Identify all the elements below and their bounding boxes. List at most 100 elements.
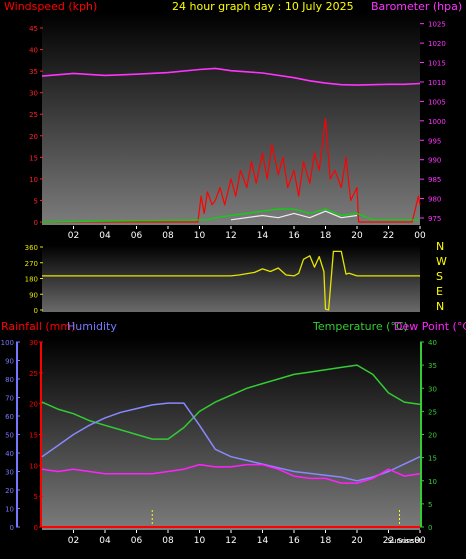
direction-tick-label: 360 — [25, 244, 38, 252]
temp-x-tick-label: 20 — [351, 536, 363, 546]
direction-tick-label: 90 — [29, 291, 38, 299]
barometer-tick-label: 990 — [428, 157, 441, 165]
compass-label: E — [436, 285, 443, 298]
wind-x-tick-label: 02 — [68, 231, 79, 241]
humidity-tick-label: 20 — [5, 487, 14, 495]
sunrise-label: Sunrise — [388, 537, 414, 545]
barometer-tick-label: 1005 — [428, 98, 446, 106]
windspeed-tick-label: 5 — [34, 197, 38, 205]
windspeed-tick-label: 10 — [29, 176, 38, 184]
wind-x-tick-label: 10 — [194, 231, 206, 241]
wind-x-tick-label: 18 — [320, 231, 332, 241]
windspeed-tick-label: 30 — [29, 90, 38, 98]
dewpoint-line — [41, 463, 421, 484]
temp-humidity-plot-area — [42, 338, 420, 530]
windspeed-tick-label: 35 — [29, 68, 38, 76]
barometer-tick-label: 975 — [428, 215, 441, 223]
temp-x-tick-label: 10 — [194, 536, 206, 546]
direction-tick-label: 270 — [25, 260, 38, 268]
windspeed-tick-label: 40 — [29, 47, 38, 55]
humidity-tick-label: 90 — [5, 358, 14, 366]
barometer-line — [41, 67, 421, 86]
windspeed-axis-label: Windspeed (kph) — [4, 0, 97, 13]
rainfall-tick-label: 10 — [29, 462, 38, 470]
wind-average-line — [41, 208, 420, 223]
compass-label: W — [436, 255, 447, 268]
wind-direction-plot-area — [42, 245, 420, 312]
humidity-tick-label: 0 — [10, 524, 14, 532]
temperature-line — [41, 364, 421, 440]
temperature-tick-label: 0 — [428, 524, 432, 532]
windspeed-tick-label: 20 — [29, 133, 38, 141]
direction-tick-label: 180 — [25, 276, 38, 284]
wind-x-tick-label: 20 — [351, 231, 363, 241]
temp-x-tick-label: 22 — [383, 536, 394, 546]
barometer-axis-label: Barometer (hpa) — [371, 0, 462, 13]
temp-x-tick-label: 02 — [68, 536, 79, 546]
rainfall-tick-label: 5 — [34, 493, 38, 501]
windspeed-tick-label: 25 — [29, 111, 38, 119]
wind-direction-line — [42, 250, 420, 311]
humidity-tick-label: 70 — [5, 395, 14, 403]
direction-tick-label: 0 — [34, 307, 38, 315]
barometer-tick-label: 1000 — [428, 118, 446, 126]
compass-label: S — [436, 270, 443, 283]
temperature-axis-label: Temperature (°C) — [312, 320, 408, 333]
wind-x-tick-label: 14 — [257, 231, 269, 241]
temp-x-tick-label: 16 — [288, 536, 300, 546]
rainfall-tick-label: 20 — [29, 401, 38, 409]
humidity-tick-label: 10 — [5, 506, 14, 514]
temperature-tick-label: 20 — [428, 432, 437, 440]
humidity-line — [41, 402, 421, 482]
temp-x-tick-label: 06 — [131, 536, 143, 546]
rainfall-tick-label: 15 — [29, 432, 38, 440]
humidity-tick-label: 30 — [5, 469, 14, 477]
temp-x-tick-label: 12 — [225, 536, 236, 546]
temperature-tick-label: 40 — [428, 339, 437, 347]
wind-x-tick-label: 22 — [383, 231, 394, 241]
compass-label: N — [436, 300, 444, 313]
humidity-axis-label: Humidity — [67, 320, 117, 333]
humidity-tick-label: 60 — [5, 413, 14, 421]
temperature-tick-label: 10 — [428, 478, 437, 486]
windspeed-tick-label: 45 — [29, 25, 38, 33]
temp-x-tick-label: 00 — [414, 536, 426, 546]
wind-x-tick-label: 08 — [162, 231, 174, 241]
wind-x-tick-label: 16 — [288, 231, 300, 241]
humidity-tick-label: 80 — [5, 376, 14, 384]
humidity-tick-label: 40 — [5, 450, 14, 458]
temp-x-tick-label: 08 — [162, 536, 174, 546]
barometer-tick-label: 985 — [428, 176, 441, 184]
barometer-tick-label: 995 — [428, 137, 441, 145]
barometer-tick-label: 1010 — [428, 79, 446, 87]
wind-x-tick-label: 12 — [225, 231, 236, 241]
barometer-tick-label: 980 — [428, 196, 441, 204]
rainfall-tick-label: 30 — [29, 339, 38, 347]
temperature-tick-label: 5 — [428, 501, 432, 509]
barometer-tick-label: 1020 — [428, 40, 446, 48]
wind-speed-line — [230, 210, 358, 221]
dewpoint-axis-label: Dew Point (°C) — [394, 320, 466, 333]
rainfall-tick-label: 25 — [29, 370, 38, 378]
compass-label: N — [436, 240, 444, 253]
wind-x-tick-label: 00 — [414, 231, 426, 241]
temperature-tick-label: 25 — [428, 408, 437, 416]
wind-baro-plot-area — [42, 12, 420, 225]
windspeed-tick-label: 15 — [29, 154, 38, 162]
temperature-tick-label: 15 — [428, 455, 437, 463]
temp-x-tick-label: 18 — [320, 536, 332, 546]
temp-x-tick-label: 14 — [257, 536, 269, 546]
barometer-tick-label: 1025 — [428, 21, 446, 29]
wind-x-tick-label: 04 — [99, 231, 111, 241]
wind-gust-line — [42, 117, 421, 223]
temperature-tick-label: 35 — [428, 362, 437, 370]
humidity-tick-label: 100 — [1, 339, 14, 347]
barometer-tick-label: 1015 — [428, 60, 446, 68]
windspeed-tick-label: 0 — [34, 219, 38, 227]
wind-x-tick-label: 06 — [131, 231, 143, 241]
temperature-tick-label: 30 — [428, 385, 437, 393]
rainfall-tick-label: 0 — [34, 524, 38, 532]
rainfall-axis-label: Rainfall (mm) — [1, 320, 75, 333]
